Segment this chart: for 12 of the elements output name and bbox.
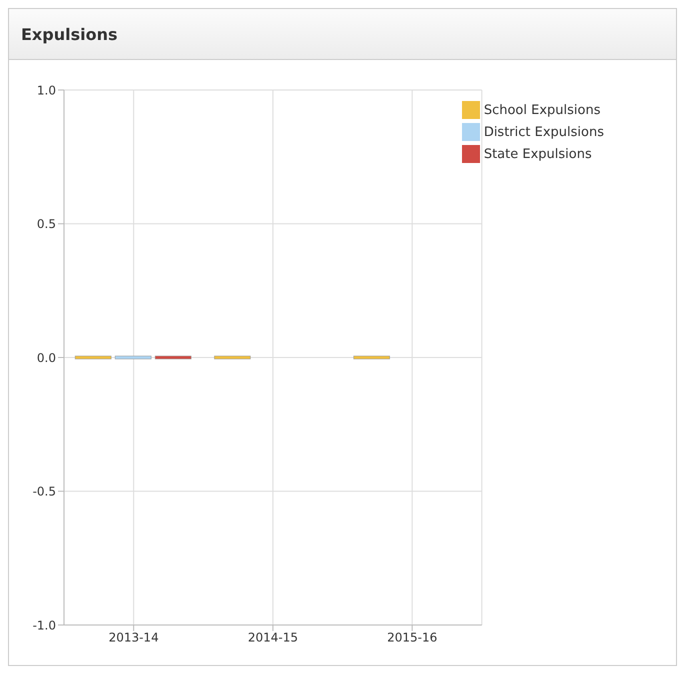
y-tick-label: 1.0 — [36, 83, 56, 98]
y-tick-label: -0.5 — [32, 484, 56, 499]
y-tick-label: 0.5 — [36, 217, 56, 232]
x-tick-label: 2013-14 — [108, 630, 159, 645]
x-tick-label: 2015-16 — [387, 630, 438, 645]
x-tick-label: 2014-15 — [248, 630, 298, 645]
legend-label: School Expulsions — [484, 103, 600, 118]
y-tick-label: 0.0 — [36, 350, 56, 365]
legend-label: District Expulsions — [484, 125, 604, 140]
legend-label: State Expulsions — [484, 147, 592, 162]
chart-title: Expulsions — [9, 9, 676, 60]
y-tick-label: -1.0 — [32, 618, 56, 632]
